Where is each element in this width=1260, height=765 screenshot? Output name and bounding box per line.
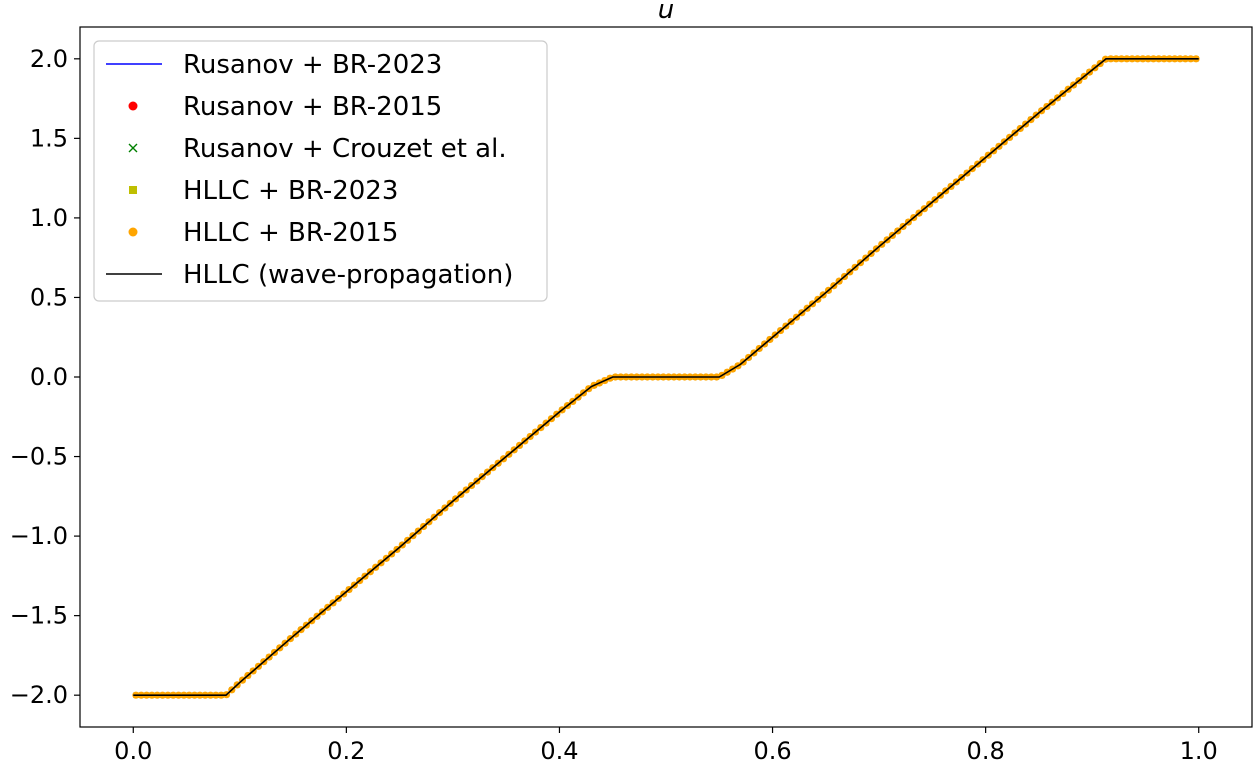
x-axis: 0.0 0.2 0.4 0.6 0.8 1.0 — [114, 727, 1218, 765]
legend-entry: Rusanov + Crouzet et al. — [128, 134, 507, 164]
x-tick-label: 0.4 — [540, 737, 578, 765]
series-6 — [133, 58, 1199, 696]
legend: Rusanov + BR-2023 Rusanov + BR-2015 Rusano… — [93, 40, 548, 302]
y-tick-label: 0.0 — [30, 363, 68, 391]
y-tick-label: 0.5 — [30, 283, 68, 311]
y-axis: −2.0 −1.5 −1.0 −0.5 0.0 0.5 1.0 1.5 2.0 — [10, 45, 80, 709]
legend-label: Rusanov + BR-2023 — [183, 50, 442, 80]
legend-entry: HLLC + BR-2023 — [129, 176, 398, 206]
legend-square-marker — [129, 186, 137, 194]
legend-label: HLLC + BR-2023 — [183, 176, 398, 206]
legend-label: HLLC + BR-2015 — [183, 218, 398, 248]
x-tick-label: 0.8 — [967, 737, 1005, 765]
y-tick-label: −2.0 — [10, 681, 68, 709]
legend-label: Rusanov + Crouzet et al. — [183, 134, 507, 164]
legend-x-marker — [128, 143, 138, 153]
chart-title: u — [658, 0, 674, 25]
y-tick-label: 1.5 — [30, 124, 68, 152]
legend-frame — [93, 40, 548, 302]
x-tick-label: 1.0 — [1180, 737, 1218, 765]
y-tick-label: −1.5 — [10, 602, 68, 630]
y-tick-label: −0.5 — [10, 443, 68, 471]
y-tick-label: 2.0 — [30, 45, 68, 73]
series-layer — [132, 55, 1200, 699]
legend-label: Rusanov + BR-2015 — [183, 92, 442, 122]
series-line — [133, 58, 1199, 696]
legend-entry: HLLC + BR-2015 — [128, 218, 398, 248]
legend-entry: Rusanov + BR-2023 — [106, 50, 442, 80]
legend-label: HLLC (wave-propagation) — [183, 260, 513, 290]
y-tick-label: 1.0 — [30, 204, 68, 232]
legend-dot-marker — [128, 101, 138, 111]
x-tick-label: 0.0 — [114, 737, 152, 765]
legend-dot-marker — [128, 227, 138, 237]
x-tick-label: 0.2 — [327, 737, 365, 765]
y-tick-label: −1.0 — [10, 522, 68, 550]
legend-entry: HLLC (wave-propagation) — [106, 260, 513, 290]
legend-entry: Rusanov + BR-2015 — [128, 92, 442, 122]
x-tick-label: 0.6 — [753, 737, 791, 765]
